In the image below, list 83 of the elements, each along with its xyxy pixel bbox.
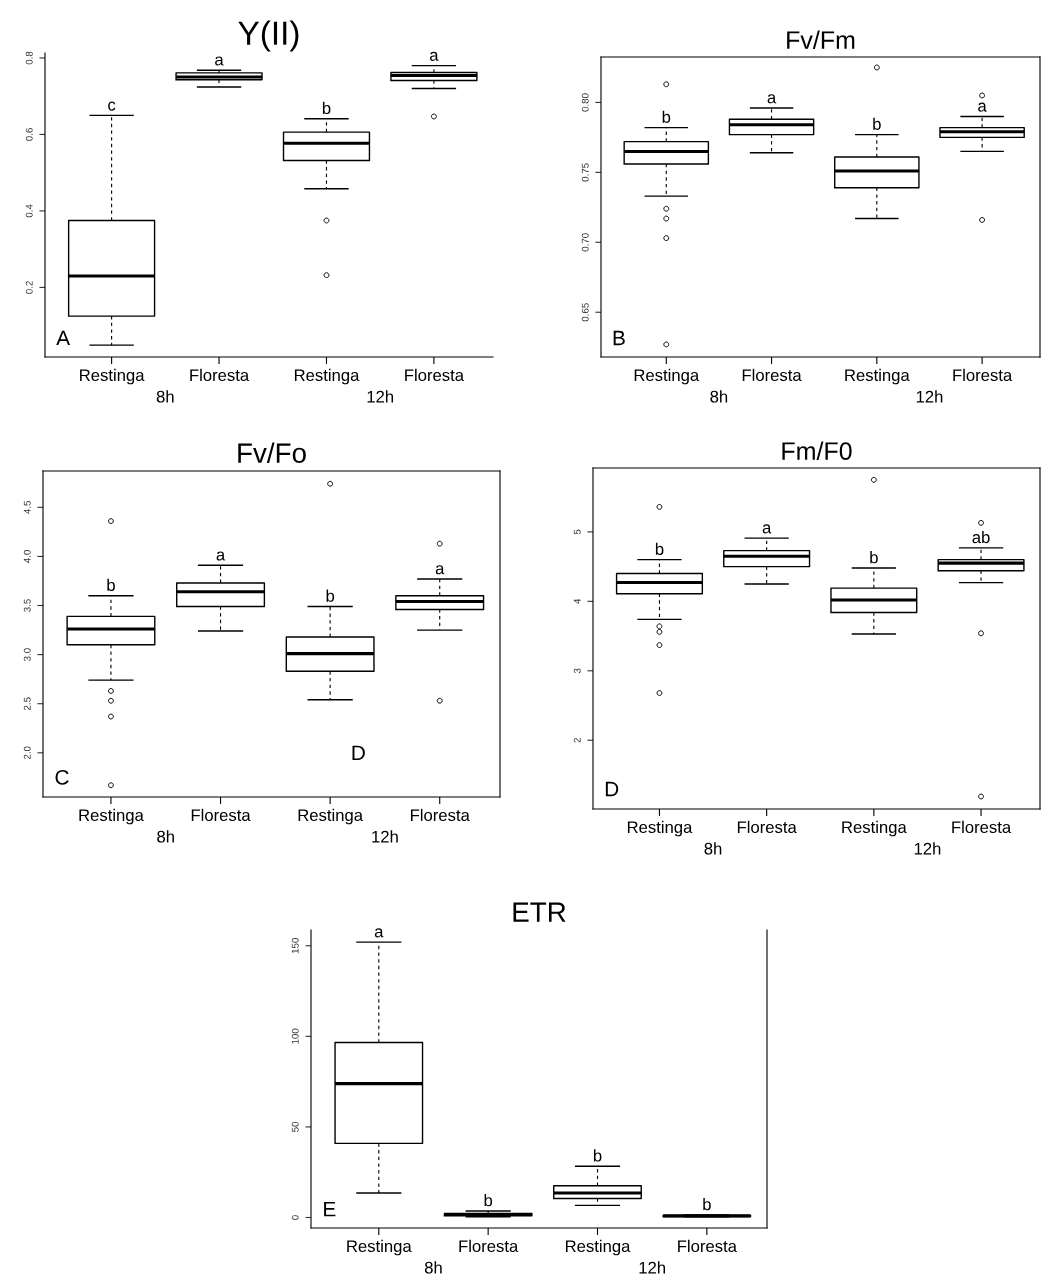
x-tick-label: Restinga bbox=[845, 368, 910, 385]
chart-title: Y(II) bbox=[238, 20, 299, 52]
y-tick-label: 0.4 bbox=[25, 204, 33, 218]
x-tick-label: Floresta bbox=[405, 368, 465, 382]
annotation: C bbox=[55, 769, 69, 785]
annotation: ab bbox=[972, 530, 990, 544]
annotation: c bbox=[108, 101, 116, 111]
chart-title: Fv/Fo bbox=[238, 442, 306, 463]
x-tick-label: Floresta bbox=[952, 820, 1012, 834]
y-tick-label: 5 bbox=[573, 529, 581, 535]
x-tick-label: Floresta bbox=[678, 1239, 737, 1253]
text: 12h bbox=[639, 1261, 665, 1274]
y-tick-label: 2 bbox=[573, 738, 581, 743]
y-tick-label: 4 bbox=[573, 598, 581, 604]
annotation: a bbox=[435, 565, 445, 575]
x-tick-label: Restinga bbox=[298, 808, 364, 825]
annotation: a bbox=[374, 928, 384, 938]
y-tick-label: 4.5 bbox=[23, 500, 31, 514]
y-tick-label: 2.5 bbox=[23, 697, 31, 710]
annotation: b bbox=[322, 101, 331, 115]
annotation: b bbox=[703, 1198, 711, 1211]
annotation: D bbox=[352, 745, 365, 761]
x-tick-label: Floresta bbox=[953, 368, 1013, 382]
y-tick-label: 3.5 bbox=[23, 599, 31, 612]
annotation: D bbox=[605, 781, 619, 797]
chart-title: Fm/F0 bbox=[782, 441, 852, 460]
annotation: B bbox=[613, 330, 625, 346]
text: 12h bbox=[916, 390, 943, 403]
x-tick-label: Restinga bbox=[79, 808, 144, 825]
chart-title: Fv/Fm bbox=[787, 30, 855, 49]
annotation: a bbox=[978, 102, 987, 112]
x-tick-label: Restinga bbox=[80, 368, 145, 385]
annotation: b bbox=[326, 589, 335, 602]
annotation: a bbox=[215, 56, 224, 66]
annotation: A bbox=[56, 330, 71, 346]
y-tick-label: 3.0 bbox=[23, 648, 31, 662]
chart-title: ETR bbox=[513, 902, 566, 922]
y-tick-label: 100 bbox=[291, 1028, 299, 1044]
y-tick-label: 0.2 bbox=[25, 281, 33, 294]
y-tick-label: 0 bbox=[291, 1215, 299, 1220]
x-tick-label: Restinga bbox=[634, 368, 700, 385]
y-tick-label: 0.65 bbox=[581, 303, 589, 322]
x-tick-label: Floresta bbox=[459, 1239, 519, 1253]
text: 12h bbox=[367, 390, 394, 403]
y-tick-label: 0.70 bbox=[581, 233, 589, 252]
y-tick-label: 0.80 bbox=[581, 93, 589, 112]
y-tick-label: 4.0 bbox=[23, 550, 31, 563]
x-tick-label: Restinga bbox=[347, 1239, 412, 1256]
annotation: b bbox=[484, 1194, 493, 1207]
y-tick-label: 150 bbox=[291, 938, 299, 954]
annotation: a bbox=[216, 551, 226, 561]
annotation: b bbox=[655, 542, 664, 555]
annotation: a bbox=[767, 94, 777, 104]
y-tick-label: 2.0 bbox=[23, 746, 31, 760]
annotation: b bbox=[870, 551, 878, 564]
annotation: b bbox=[662, 110, 671, 123]
x-tick-label: Restinga bbox=[842, 820, 907, 837]
text: 8h bbox=[424, 1261, 442, 1274]
text: 8h bbox=[710, 390, 728, 403]
y-tick-label: 0.75 bbox=[581, 163, 589, 182]
text: 12h bbox=[914, 842, 941, 855]
y-tick-label: 0.8 bbox=[25, 51, 33, 65]
text: 8h bbox=[156, 390, 174, 403]
x-tick-label: Floresta bbox=[410, 808, 470, 822]
x-tick-label: Restinga bbox=[627, 820, 693, 837]
x-tick-label: Floresta bbox=[742, 368, 802, 382]
x-tick-label: Restinga bbox=[565, 1239, 631, 1256]
y-tick-label: 50 bbox=[291, 1121, 299, 1132]
annotation: a bbox=[429, 51, 439, 61]
annotation: E bbox=[324, 1201, 336, 1217]
x-tick-label: Floresta bbox=[191, 808, 251, 822]
annotation: b bbox=[107, 578, 115, 592]
annotation: b bbox=[593, 1149, 602, 1162]
text: 8h bbox=[704, 842, 722, 855]
y-tick-label: 3 bbox=[573, 668, 581, 674]
x-tick-label: Restinga bbox=[294, 368, 360, 385]
x-tick-label: Floresta bbox=[190, 368, 250, 382]
x-tick-label: Floresta bbox=[737, 820, 797, 834]
annotation: b bbox=[873, 117, 881, 130]
text: 12h bbox=[372, 830, 398, 843]
y-tick-label: 0.6 bbox=[25, 128, 33, 141]
annotation: a bbox=[762, 524, 772, 534]
text: 8h bbox=[157, 830, 174, 843]
